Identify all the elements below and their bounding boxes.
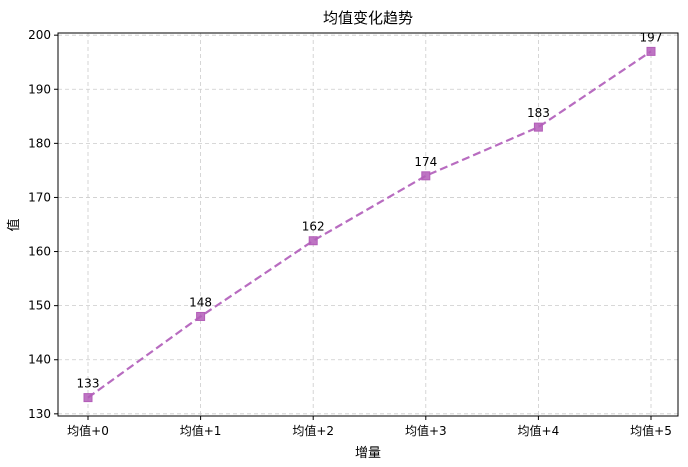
data-labels: 133 148 162 174 183 197 bbox=[77, 30, 663, 390]
data-point bbox=[533, 122, 543, 132]
y-tick-label: 160 bbox=[28, 245, 51, 259]
y-tick-label: 200 bbox=[28, 28, 51, 42]
y-tick-label: 180 bbox=[28, 136, 51, 150]
data-points bbox=[83, 46, 656, 403]
data-label: 162 bbox=[302, 220, 325, 234]
x-axis-label: 增量 bbox=[355, 446, 381, 461]
data-label: 133 bbox=[77, 377, 100, 391]
y-tick-label: 150 bbox=[28, 299, 51, 313]
data-label: 148 bbox=[189, 295, 212, 309]
x-axis: 均值+0 均值+1 均值+2 均值+3 均值+4 均值+5 bbox=[67, 416, 672, 438]
y-axis: 130 140 150 160 170 180 190 200 bbox=[28, 28, 58, 421]
chart-title: 均值变化趋势 bbox=[323, 9, 413, 27]
data-label: 174 bbox=[414, 155, 437, 169]
y-axis-label: 值 bbox=[6, 218, 22, 231]
data-point bbox=[308, 236, 318, 246]
grid bbox=[58, 33, 678, 416]
data-point bbox=[196, 311, 206, 321]
x-tick-label: 均值+5 bbox=[630, 423, 672, 438]
x-tick-label: 均值+4 bbox=[518, 423, 560, 438]
y-tick-label: 170 bbox=[28, 190, 51, 204]
y-tick-label: 190 bbox=[28, 82, 51, 96]
data-point bbox=[421, 171, 431, 181]
data-point bbox=[646, 46, 656, 56]
data-point bbox=[83, 393, 93, 403]
x-tick-label: 均值+1 bbox=[180, 423, 222, 438]
plot-frame bbox=[57, 32, 679, 417]
x-tick-label: 均值+2 bbox=[292, 423, 334, 438]
data-label: 197 bbox=[640, 30, 663, 44]
x-tick-label: 均值+3 bbox=[405, 423, 447, 438]
series-line-path bbox=[87, 50, 652, 399]
x-tick-label: 均值+0 bbox=[67, 423, 109, 438]
data-label: 183 bbox=[527, 106, 550, 120]
series-line bbox=[87, 50, 652, 399]
y-tick-label: 140 bbox=[28, 353, 51, 367]
y-tick-label: 130 bbox=[28, 407, 51, 421]
